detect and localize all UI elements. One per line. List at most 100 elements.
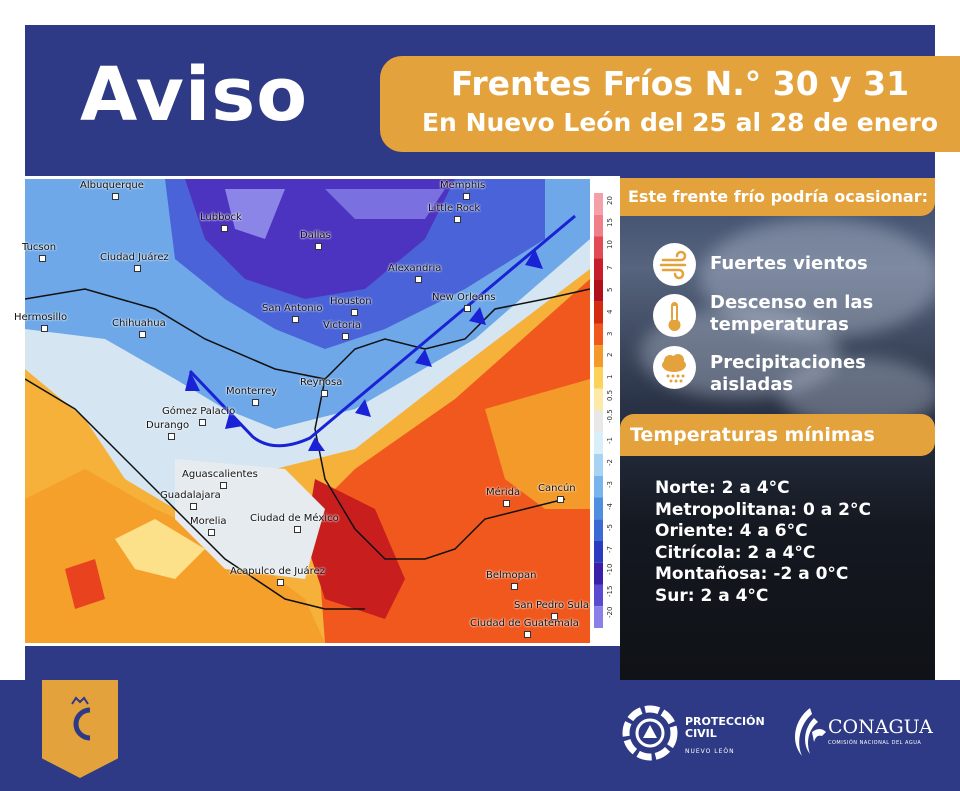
map-city-label: Monterrey	[226, 386, 278, 406]
temperature-anomaly-map	[22, 176, 620, 646]
map-city-label: Little Rock	[428, 203, 481, 223]
map-city-label: New Orleans	[432, 292, 496, 312]
map-city-label: Dallas	[300, 230, 331, 250]
colorbar-tick: -1	[606, 437, 614, 445]
map-city-label: Reynosa	[300, 377, 343, 397]
map-city-label: Ciudad de Guatemala	[470, 618, 579, 638]
colorbar-tick: 5	[606, 287, 614, 292]
proteccion-civil-subtitle: NUEVO LEÓN	[685, 748, 735, 755]
colorbar-tick: -2	[606, 459, 614, 466]
pc-line1: PROTECCIÓN	[685, 715, 765, 728]
colorbar-segment	[594, 323, 603, 346]
map-city-label: Morelia	[190, 516, 227, 536]
map-city-label: Victoria	[323, 320, 361, 340]
banner-subtitle: En Nuevo León del 25 al 28 de enero	[421, 108, 938, 137]
banner-title: Frentes Fríos N.° 30 y 31	[450, 64, 910, 103]
colorbar-segment	[594, 258, 603, 280]
conagua-logo-icon	[795, 708, 826, 756]
map-city-label: Tucson	[22, 242, 57, 262]
map-city-label: Alexandria	[388, 263, 442, 283]
colorbar-segment	[594, 432, 603, 454]
colorbar-tick: 20	[606, 196, 614, 205]
title-banner: Frentes Fríos N.° 30 y 31 En Nuevo León …	[380, 56, 960, 152]
map-city-label: Ciudad Juárez	[100, 252, 169, 272]
map-city-label: Guadalajara	[160, 490, 221, 510]
colorbar-tick: 1	[606, 374, 614, 379]
temperatures-heading: Temperaturas mínimas	[620, 414, 935, 456]
map-city-label: Albuquerque	[80, 180, 144, 200]
map-city-label: Mérida	[486, 487, 521, 507]
map-city-label: Chihuahua	[112, 318, 166, 338]
map-city-label: Lubbock	[200, 212, 242, 232]
colorbar-tick: -10	[606, 563, 614, 575]
colorbar	[594, 193, 603, 628]
colorbar-segment	[594, 193, 603, 215]
temperature-item: Norte: 2 a 4°C	[655, 478, 790, 498]
colorbar-tick: 4	[606, 309, 614, 314]
map-city-label: Durango	[146, 420, 190, 440]
map-city-label: Gómez Palacio	[162, 406, 236, 426]
colorbar-tick: 15	[606, 217, 614, 227]
colorbar-segment	[594, 541, 603, 563]
colorbar-segment	[594, 562, 603, 585]
map-city-label: San Pedro Sula	[514, 600, 589, 620]
colorbar-segment	[594, 606, 603, 628]
colorbar-segment	[594, 345, 603, 367]
footer-band	[0, 680, 960, 791]
map-city-label: Memphis	[440, 180, 486, 200]
map-city-label: Hermosillo	[14, 312, 68, 332]
colorbar-segment	[594, 410, 603, 433]
temperature-list: Norte: 2 a 4°C Metropolitana: 0 a 2°C Or…	[655, 478, 871, 607]
colorbar-segment	[594, 519, 603, 541]
effects-heading: Este frente frío podría ocasionar:	[620, 178, 935, 216]
colorbar-segment	[594, 301, 603, 324]
pc-line2: CIVIL	[685, 727, 717, 740]
map-city-label: Ciudad de México	[250, 513, 339, 533]
colorbar-tick: -4	[606, 502, 614, 510]
colorbar-tick: -5	[606, 524, 614, 532]
colorbar-segment	[594, 475, 603, 498]
colorbar-segment	[594, 214, 603, 237]
colorbar-tick: -7	[606, 546, 614, 553]
colorbar-segment	[594, 367, 603, 389]
colorbar-tick: 7	[606, 265, 614, 271]
map-graphic	[25, 179, 590, 643]
colorbar-segment	[594, 454, 603, 476]
temperature-item: Oriente: 4 a 6°C	[655, 521, 808, 541]
temperature-item: Sur: 2 a 4°C	[655, 585, 769, 606]
colorbar-tick: -15	[606, 585, 614, 597]
colorbar-segment	[594, 280, 603, 302]
government-shield-logo	[42, 680, 118, 778]
map-city-label: Belmopan	[486, 570, 537, 590]
map-city-label: Aguascalientes	[182, 469, 258, 489]
temperature-item: Montañosa: -2 a 0°C	[655, 564, 849, 584]
colorbar-tick: 10	[606, 239, 614, 249]
colorbar-segment	[594, 388, 603, 411]
proteccion-civil-name: PROTECCIÓN CIVIL	[685, 716, 765, 740]
effect-label-precipitation: Precipitaciones aisladas	[710, 352, 866, 395]
colorbar-tick: 0.5	[606, 389, 614, 401]
colorbar-tick: -3	[606, 480, 614, 488]
map-city-label: San Antonio	[262, 303, 323, 323]
thermometer-icon	[653, 294, 696, 337]
colorbar-segment	[594, 497, 603, 520]
effect-label-wind: Fuertes vientos	[710, 253, 868, 274]
colorbar-tick: 2	[606, 352, 614, 358]
temperature-item: Metropolitana: 0 a 2°C	[655, 499, 871, 520]
conagua-name: CONAGUA	[828, 716, 933, 738]
map-city-label: Acapulco de Juárez	[230, 566, 325, 586]
colorbar-segment	[594, 236, 603, 259]
colorbar-tick: 3	[606, 331, 614, 336]
effect-label-temperature: Descenso en las temperaturas	[710, 292, 874, 335]
wind-icon	[653, 243, 696, 286]
temperature-item: Citrícola: 2 a 4°C	[655, 542, 816, 563]
proteccion-civil-logo-icon	[622, 705, 678, 761]
colorbar-tick: -0.5	[606, 408, 614, 423]
colorbar-segment	[594, 584, 603, 607]
map-city-label: Cancún	[538, 483, 576, 503]
conagua-subtitle: COMISIÓN NACIONAL DEL AGUA	[828, 740, 922, 746]
map-city-label: Houston	[330, 296, 372, 316]
colorbar-tick: -20	[606, 606, 614, 619]
page-title: Aviso	[80, 52, 309, 138]
rain-cloud-icon	[653, 346, 696, 389]
